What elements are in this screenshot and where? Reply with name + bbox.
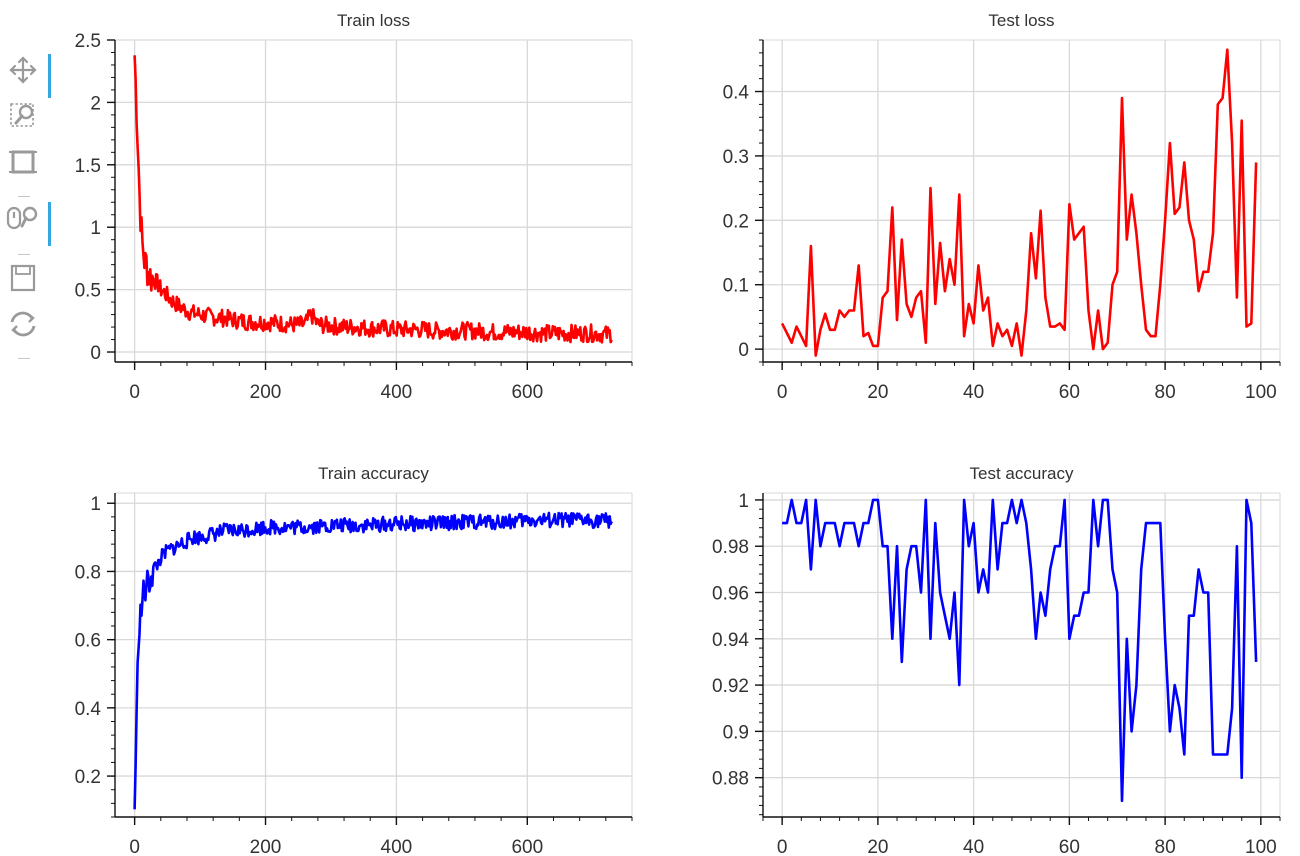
x-tick-label: 60: [1059, 837, 1080, 856]
chart-title: Test loss: [988, 11, 1054, 30]
chart-0: 0 200 400 600 0 0.5 1 1.5 2 2.5 Train loss: [75, 11, 633, 403]
x-tick-label: 100: [1245, 837, 1277, 856]
x-tick-label: 20: [867, 837, 888, 856]
x-tick-label: 0: [777, 837, 788, 856]
chart-title: Train loss: [337, 11, 410, 30]
toolbar-separator: [18, 254, 30, 255]
reset-tool-icon: [9, 150, 37, 174]
pan-tool[interactable]: [4, 52, 51, 98]
y-tick-label: 0.92: [712, 676, 749, 697]
y-tick-label: 0.88: [712, 769, 749, 790]
x-tick-label: 0: [129, 382, 140, 403]
x-tick-label: 200: [250, 382, 282, 403]
toolbar-separator: [18, 358, 30, 359]
x-tick-label: 0: [129, 837, 140, 856]
y-tick-label: 2: [90, 93, 101, 114]
y-tick-label: 1: [738, 491, 749, 512]
y-tick-label: 0.2: [723, 211, 749, 232]
y-tick-label: 1.5: [75, 156, 101, 177]
chart-1: 0 20 40 60 80 100 0 0.1 0.2 0.3 0.4 Test loss: [723, 11, 1281, 403]
wheel-zoom-active-indicator: [48, 202, 51, 246]
x-tick-label: 400: [381, 382, 413, 403]
save-icon: [10, 264, 36, 292]
y-tick-label: 0.5: [75, 281, 101, 302]
x-tick-label: 40: [963, 382, 984, 403]
pan-tool-active-indicator: [48, 54, 51, 98]
x-tick-label: 20: [867, 382, 888, 403]
x-tick-label: 600: [511, 382, 543, 403]
y-tick-label: 0: [90, 343, 101, 364]
chart-3: 0 20 40 60 80 100 0.88 0.9 0.92 0.94 0.96 0.98 1 Test…: [712, 464, 1281, 856]
y-tick-label: 0.2: [75, 767, 101, 788]
y-tick-label: 0.98: [712, 537, 749, 558]
box-zoom-tool[interactable]: [4, 98, 42, 134]
wheel-zoom-tool[interactable]: [4, 200, 51, 246]
chart-title: Train accuracy: [318, 464, 429, 483]
y-tick-label: 1: [90, 218, 101, 239]
refresh-tool[interactable]: [4, 306, 42, 342]
chart-2: 0 200 400 600 0.2 0.4 0.6 0.8 1 Train accuracy: [75, 464, 633, 856]
x-tick-label: 400: [381, 837, 413, 856]
series-line-0: [780, 48, 1258, 357]
x-tick-label: 200: [250, 837, 282, 856]
y-tick-label: 0.94: [712, 630, 749, 651]
y-tick-label: 2.5: [75, 31, 101, 52]
y-tick-label: 0: [738, 340, 749, 361]
y-tick-label: 0.4: [75, 699, 102, 720]
y-tick-label: 0.9: [723, 722, 749, 743]
pan-tool-icon: [9, 56, 37, 84]
x-tick-label: 80: [1155, 837, 1176, 856]
box-zoom-icon: [10, 103, 34, 127]
x-tick-label: 40: [963, 837, 984, 856]
y-tick-label: 0.3: [723, 147, 749, 168]
x-tick-label: 100: [1245, 382, 1277, 403]
x-tick-label: 60: [1059, 382, 1080, 403]
x-tick-label: 80: [1155, 382, 1176, 403]
plot-toolbar: [0, 46, 51, 366]
y-tick-label: 0.1: [723, 276, 749, 297]
wheel-zoom-icon: [6, 206, 38, 230]
x-tick-label: 0: [777, 382, 788, 403]
series-line-0: [782, 498, 1258, 803]
y-tick-label: 0.6: [75, 631, 101, 652]
y-tick-label: 0.96: [712, 584, 749, 605]
y-tick-label: 0.8: [75, 562, 101, 583]
series-line-0: [133, 511, 613, 810]
y-tick-label: 0.4: [723, 83, 750, 104]
x-tick-label: 600: [511, 837, 543, 856]
toolbar-separator: [18, 196, 30, 197]
refresh-icon: [10, 311, 36, 337]
chart-title: Test accuracy: [970, 464, 1074, 483]
y-tick-label: 1: [90, 494, 101, 515]
series-line-0: [133, 55, 613, 344]
reset-tool[interactable]: [4, 144, 42, 180]
save-tool[interactable]: [4, 260, 42, 296]
